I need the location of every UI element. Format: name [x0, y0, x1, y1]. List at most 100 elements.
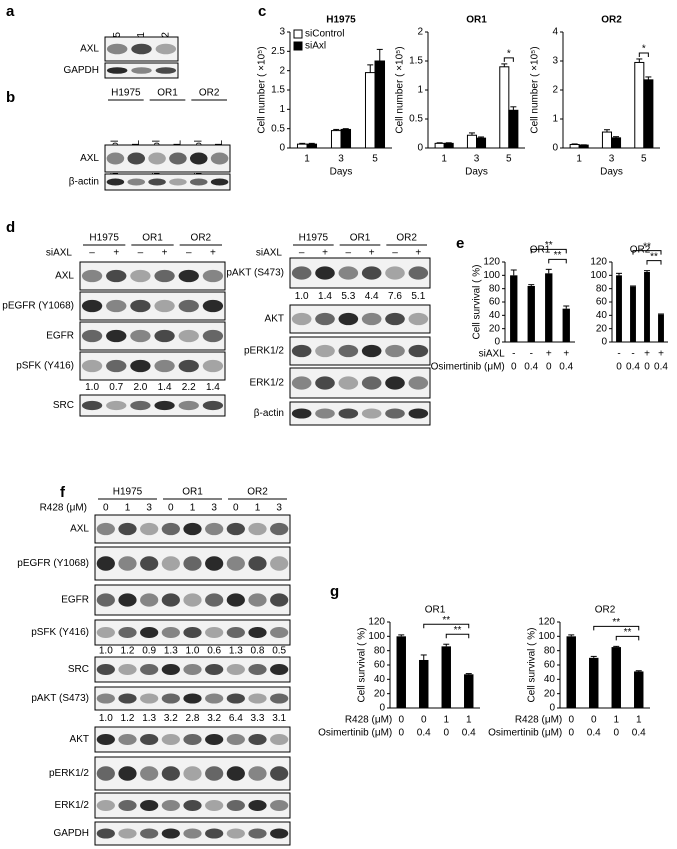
quant-label: 1.0: [99, 646, 113, 657]
blot-band: [155, 43, 177, 55]
blot-band: [155, 67, 177, 74]
row-label: ERK1/2: [55, 800, 90, 811]
y-axis-label: Cell survival ( %): [527, 627, 538, 702]
blot-band: [96, 693, 115, 704]
quant-label: 0.5: [272, 646, 286, 657]
row-label: pERK1/2: [49, 768, 89, 779]
blot-band: [118, 627, 137, 638]
blot-band: [291, 344, 312, 358]
blot-band: [140, 664, 159, 675]
significance-bracket: [445, 633, 470, 639]
y-tick-label: 80: [374, 645, 386, 656]
y-tick-label: 3: [552, 56, 558, 67]
blot-band: [178, 359, 199, 373]
blot-band: [161, 593, 180, 607]
x-row-label: Osimertinib (μM): [318, 728, 392, 739]
blot-band: [408, 266, 429, 280]
y-tick-label: 60: [489, 297, 501, 308]
blot-band: [81, 400, 103, 411]
blot-band: [130, 299, 151, 313]
blot-band: [154, 400, 175, 411]
blot-band: [178, 400, 199, 411]
blot-band: [205, 766, 224, 781]
blot-frame: [79, 351, 226, 381]
x-tick-label: 0: [616, 362, 622, 373]
y-tick-label: 20: [489, 323, 501, 334]
blot-band: [205, 800, 224, 811]
quant-label: 3.1: [272, 713, 286, 724]
significance-bracket: [593, 625, 640, 631]
blot-band: [408, 344, 429, 358]
lane-label: +: [369, 248, 375, 259]
blot-band: [130, 400, 151, 411]
x-tick-label: 5: [506, 154, 512, 165]
blot-band: [118, 693, 137, 704]
legend-swatch: [293, 41, 303, 51]
group-label: OR1: [182, 487, 203, 498]
blot-band: [178, 269, 199, 283]
blot-band: [385, 376, 405, 390]
y-tick-label: 40: [596, 310, 608, 321]
lane-label: 1: [255, 503, 261, 514]
blot-band: [96, 627, 115, 638]
row-label: SRC: [53, 400, 74, 411]
blot-band: [131, 67, 152, 74]
quant-label: 3.2: [164, 713, 178, 724]
blot-band: [140, 522, 159, 536]
lane-label: –: [186, 248, 192, 259]
blot-band: [338, 408, 359, 419]
lane-label: +: [322, 248, 328, 259]
y-tick-label: 20: [544, 688, 556, 699]
significance-bracket: [638, 52, 649, 57]
blot-band: [96, 522, 115, 536]
x-row-label: Osimertinib (μM): [431, 362, 505, 373]
y-tick-label: 3: [279, 27, 285, 38]
blot-band: [361, 312, 382, 326]
y-tick-label: 2: [552, 85, 558, 96]
bar: [434, 142, 445, 149]
panel-label: a: [6, 3, 15, 20]
x-tick-label: 0: [644, 362, 650, 373]
quant-label: 1.3: [229, 646, 243, 657]
blot-band: [161, 734, 180, 745]
bar: [464, 674, 474, 708]
blot-band: [140, 766, 159, 781]
x-tick-label: 0: [511, 362, 517, 373]
blot-band: [131, 43, 152, 55]
quant-label: 1.0: [186, 646, 200, 657]
bar: [527, 286, 535, 342]
x-tick-label: 0.4: [559, 362, 573, 373]
blot-band: [106, 178, 125, 186]
blot-band: [81, 269, 103, 283]
lane-label: +: [210, 248, 216, 259]
blot-band: [81, 299, 103, 313]
blot-band: [161, 766, 180, 781]
blot-band: [291, 376, 312, 390]
bar: [340, 128, 352, 149]
x-tick-label: 0: [421, 715, 427, 726]
blot-band: [106, 67, 128, 74]
x-tick-label: 0.4: [632, 728, 646, 739]
x-row-label: Osimertinib (μM): [488, 728, 562, 739]
significance-bracket: [423, 623, 470, 629]
blot-band: [226, 734, 245, 745]
blot-band: [315, 344, 335, 358]
x-tick-label: -: [512, 349, 515, 360]
blot-band: [161, 828, 180, 839]
blot-band: [226, 664, 245, 675]
significance-label: **: [624, 627, 632, 638]
blot-band: [361, 408, 382, 419]
blot-band: [96, 593, 115, 607]
blot-band: [130, 269, 151, 283]
blot-band: [385, 408, 405, 419]
group-label: H1975: [113, 487, 143, 498]
x-tick-label: 0.4: [654, 362, 668, 373]
lane-label: +: [113, 248, 119, 259]
blot-band: [127, 152, 145, 165]
blot-band: [118, 664, 137, 675]
blot-band: [270, 627, 289, 638]
bar: [569, 144, 580, 149]
quant-label: 1.2: [121, 713, 135, 724]
lane-label: 0: [233, 503, 239, 514]
significance-label: **: [545, 240, 553, 251]
